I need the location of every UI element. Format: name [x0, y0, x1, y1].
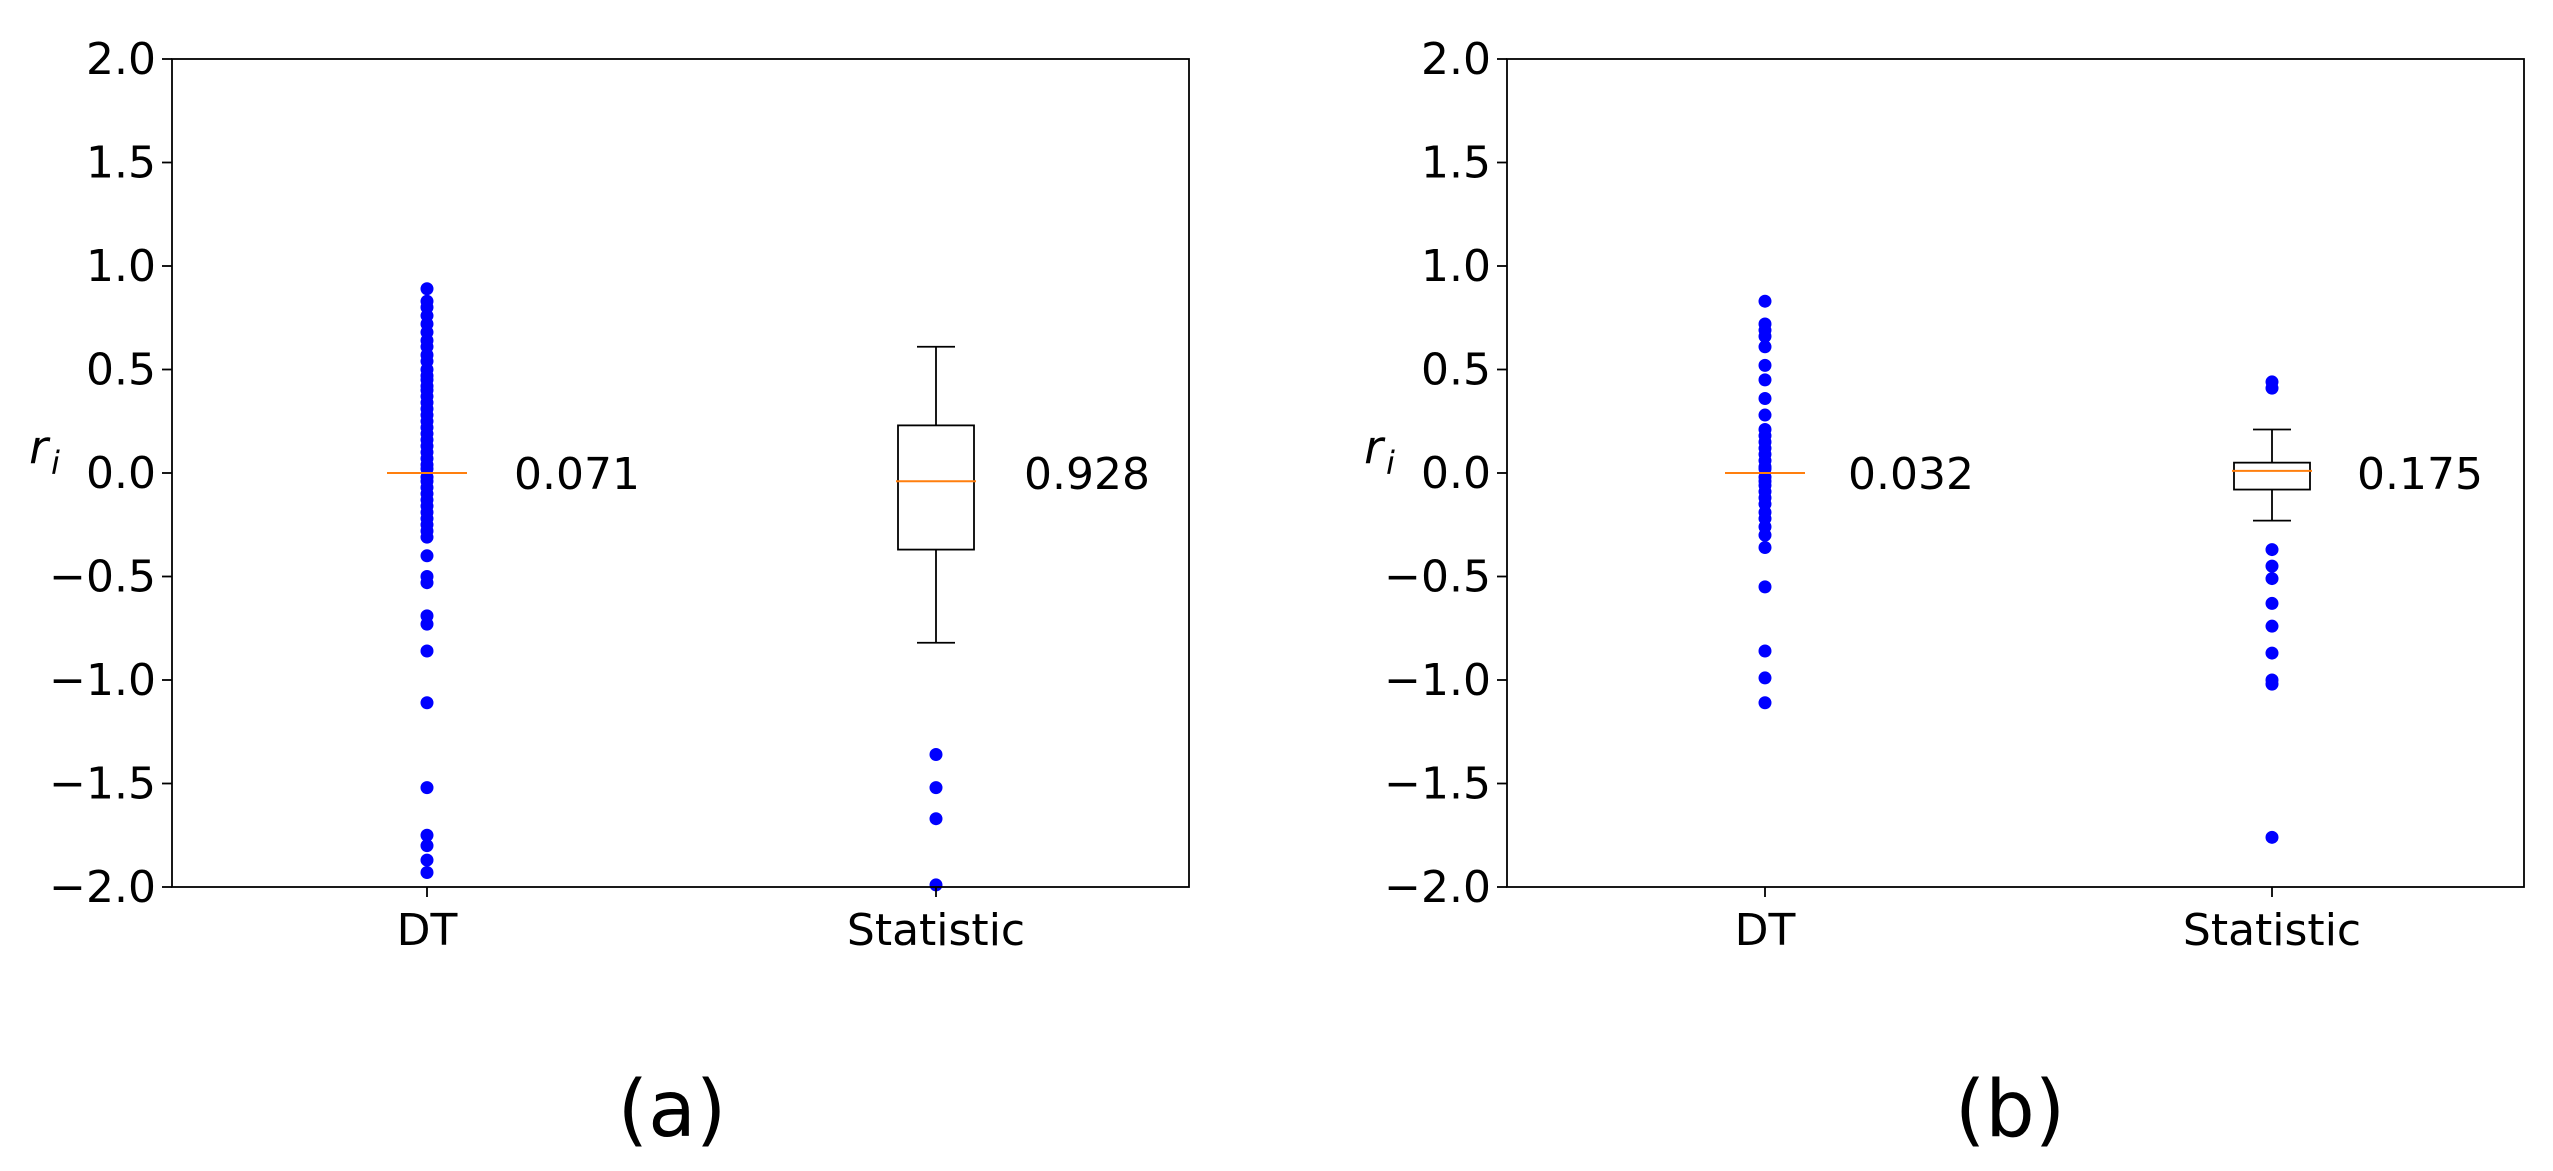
statistic-box [897, 424, 975, 551]
dt-outlier-point [1758, 358, 1772, 372]
statistic-outlier-point [2265, 677, 2279, 691]
dt-annotation: 0.032 [1848, 449, 1974, 500]
y-tick-label: 2.0 [1421, 34, 1491, 85]
dt-outlier-point [1758, 340, 1772, 354]
statistic-outlier-point [2265, 619, 2279, 633]
dt-outlier-point [1758, 696, 1772, 710]
statistic-outlier-point [2265, 830, 2279, 844]
statistic-outlier-point [929, 781, 943, 795]
statistic-outlier-point [2265, 572, 2279, 586]
dt-outlier-point [420, 576, 434, 590]
dt-outlier-point [1758, 580, 1772, 594]
statistic-outlier-point [929, 748, 943, 762]
dt-outlier-point [1758, 391, 1772, 405]
dt-outlier-point [420, 781, 434, 795]
y-tick-label: 0.0 [1421, 448, 1491, 499]
panel-b-y-axis: −2.0 −1.5 −1.0 −0.5 0.0 0.5 1.0 1.5 2.0 [1384, 34, 1507, 913]
statistic-outlier-point [2265, 543, 2279, 557]
y-tick-label: 1.0 [1421, 241, 1491, 292]
dt-outlier-point [420, 549, 434, 563]
statistic-annotation: 0.175 [2357, 449, 2483, 500]
y-tick-label: −1.0 [49, 655, 156, 706]
x-tick-label-statistic: Statistic [847, 905, 1025, 956]
y-tick-label: 1.5 [86, 138, 156, 189]
statistic-outlier-point [2265, 646, 2279, 660]
dt-outlier-point [1758, 644, 1772, 658]
y-tick-label: 1.5 [1421, 138, 1491, 189]
panel-b-annotations: 0.032 0.175 [1848, 449, 2483, 500]
dt-outlier-point [1758, 408, 1772, 422]
y-tick-label: −2.0 [49, 862, 156, 913]
statistic-box [2233, 461, 2311, 491]
panel-a-x-axis: DT Statistic [397, 887, 1025, 956]
panel-b-y-axis-label: r [1364, 420, 1386, 474]
y-tick-label: −0.5 [49, 552, 156, 603]
y-tick-label: −1.5 [1384, 759, 1491, 810]
dt-outlier-point [420, 696, 434, 710]
dt-outlier-point [420, 853, 434, 867]
panel-b-label: (b) [1955, 1065, 2065, 1155]
statistic-outlier-point [2265, 559, 2279, 573]
y-tick-label: 0.5 [1421, 345, 1491, 396]
y-tick-label: 0.0 [86, 448, 156, 499]
panel-b-x-axis: DT Statistic [1735, 887, 2361, 956]
panel-a-y-axis: −2.0 −1.5 −1.0 −0.5 0.0 0.5 1.0 1.5 2.0 [49, 34, 172, 913]
y-tick-label: 2.0 [86, 34, 156, 85]
dt-annotation: 0.071 [514, 449, 640, 500]
panel-b: −2.0 −1.5 −1.0 −0.5 0.0 0.5 1.0 1.5 2.0 DT Statis… [1364, 34, 2525, 1155]
statistic-outlier-point [2265, 596, 2279, 610]
y-tick-label: −1.5 [49, 759, 156, 810]
y-tick-label: 1.0 [86, 241, 156, 292]
statistic-outlier-point [929, 812, 943, 826]
statistic-annotation: 0.928 [1024, 449, 1150, 500]
x-tick-label-dt: DT [397, 905, 458, 956]
panel-a-y-axis-label-subscript: i [51, 444, 60, 482]
panel-a-label: (a) [618, 1065, 727, 1155]
dt-outlier-point [420, 644, 434, 658]
panel-a-annotations: 0.071 0.928 [514, 449, 1150, 500]
panel-a: −2.0 −1.5 −1.0 −0.5 0.0 0.5 1.0 1.5 2.0 DT Statis… [29, 34, 1190, 1155]
panel-b-y-axis-label-subscript: i [1386, 444, 1395, 482]
panel-a-y-axis-label: r [29, 420, 51, 474]
dt-outlier-point [420, 839, 434, 853]
panel-b-marks [1725, 294, 2312, 844]
y-tick-label: −2.0 [1384, 862, 1491, 913]
dt-outlier-point [420, 866, 434, 880]
y-tick-label: −0.5 [1384, 552, 1491, 603]
x-tick-label-dt: DT [1735, 905, 1796, 956]
dt-outlier-point [1758, 528, 1772, 542]
dt-outlier-point [420, 282, 434, 296]
panel-a-marks [387, 282, 976, 892]
dt-outlier-point [420, 617, 434, 631]
dt-outlier-point [1758, 671, 1772, 685]
y-tick-label: −1.0 [1384, 655, 1491, 706]
y-tick-label: 0.5 [86, 345, 156, 396]
statistic-outlier-point [2265, 381, 2279, 395]
x-tick-label-statistic: Statistic [2183, 905, 2361, 956]
dt-outlier-point [1758, 373, 1772, 387]
dt-outlier-point [420, 530, 434, 544]
dt-outlier-point [1758, 294, 1772, 308]
dt-outlier-point [1758, 541, 1772, 555]
